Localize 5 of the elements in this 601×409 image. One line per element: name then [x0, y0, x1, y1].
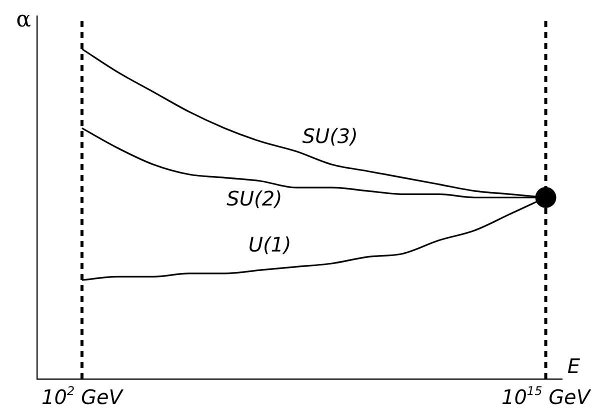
series-label: SU(2)	[226, 186, 282, 211]
series-label: SU(3)	[302, 124, 358, 148]
series-label: U(1)	[248, 232, 292, 256]
x-axis-title: E	[567, 354, 580, 378]
y-axis-title: α	[16, 8, 32, 33]
